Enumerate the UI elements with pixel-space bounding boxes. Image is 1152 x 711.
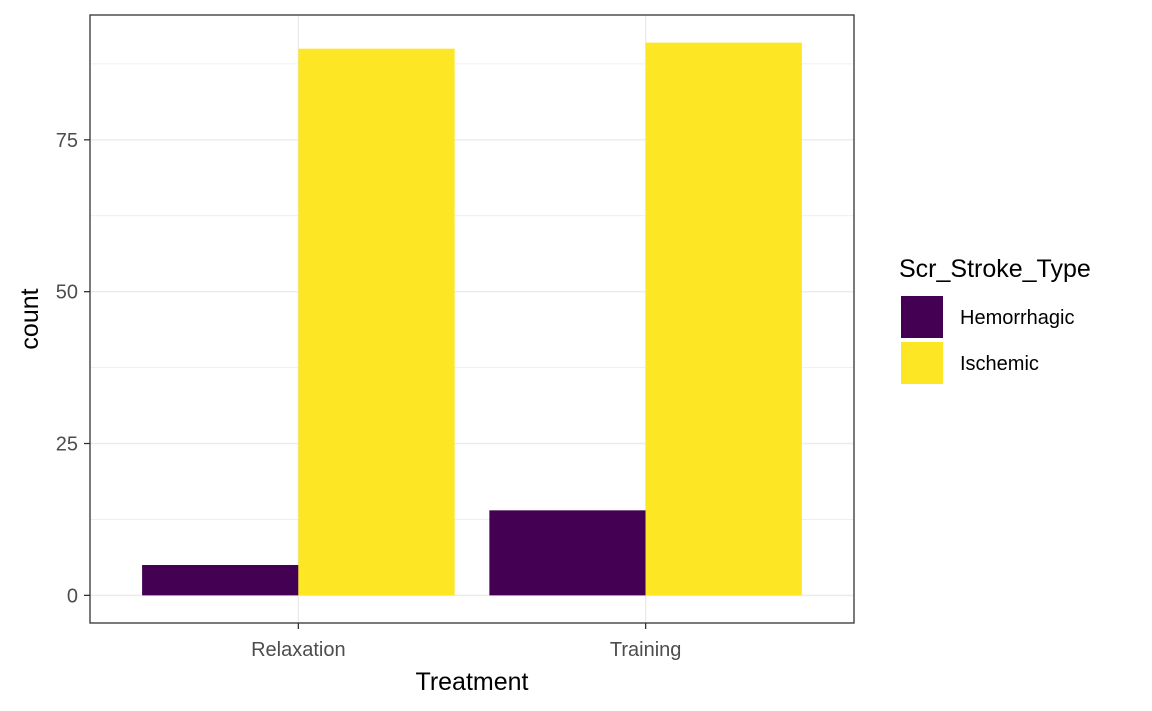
x-tick-label: Relaxation [251, 639, 346, 661]
y-tick-label: 25 [56, 434, 78, 456]
x-axis-title: Treatment [415, 668, 528, 696]
y-tick-label: 50 [56, 282, 78, 304]
legend-label-ischemic: Ischemic [960, 353, 1039, 375]
y-axis: 0 25 50 75 [56, 130, 90, 607]
y-tick-label: 75 [56, 130, 78, 152]
bar-hemorrhagic-training [489, 510, 646, 596]
y-axis-title: count [16, 288, 44, 349]
legend-items: Hemorrhagic Ischemic [901, 296, 1074, 384]
plot-border [89, 14, 855, 624]
bar-ischemic-relaxation [298, 48, 455, 596]
x-tick-label: Training [610, 639, 682, 661]
bar-ischemic-training [645, 42, 802, 596]
legend-label-hemorrhagic: Hemorrhagic [960, 307, 1074, 329]
legend-title: Scr_Stroke_Type [899, 255, 1091, 283]
x-axis: Relaxation Training [251, 623, 681, 661]
bars [142, 42, 802, 596]
legend-key-hemorrhagic [901, 296, 943, 338]
bar-hemorrhagic-relaxation [142, 564, 299, 596]
legend-key-ischemic [901, 342, 943, 384]
legend: Scr_Stroke_Type Hemorrhagic Ischemic [899, 255, 1091, 384]
y-tick-label: 0 [67, 585, 78, 607]
